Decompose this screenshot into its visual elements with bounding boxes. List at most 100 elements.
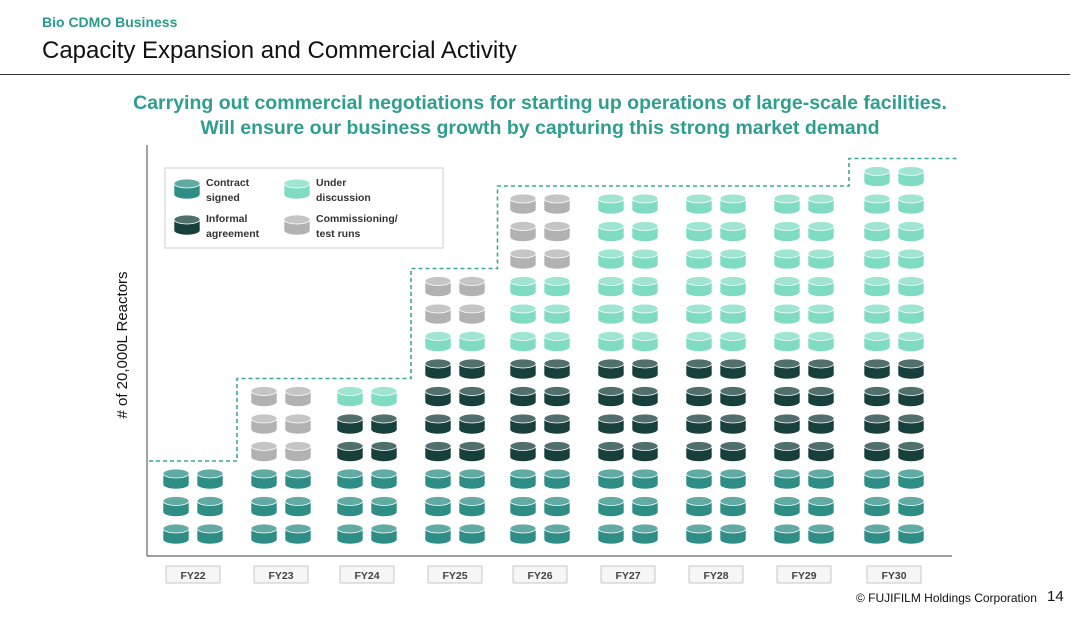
reactor-under-discussion: [807, 193, 835, 215]
svg-text:FY29: FY29: [791, 570, 816, 582]
reactor-informal-agreement: [685, 358, 713, 380]
reactor-under-discussion: [719, 276, 747, 297]
reactor-under-discussion: [773, 331, 801, 352]
reactor-contract-signed: [543, 468, 571, 490]
reactor-under-discussion: [897, 248, 925, 270]
reactor-under-discussion: [807, 331, 835, 352]
svg-text:discussion: discussion: [316, 192, 371, 204]
reactor-under-discussion: [631, 193, 659, 215]
reactor-under-discussion: [897, 303, 925, 325]
svg-text:test runs: test runs: [316, 228, 361, 240]
reactor-under-discussion: [719, 248, 747, 270]
svg-text:Informal: Informal: [206, 213, 248, 225]
reactor-informal-agreement: [597, 413, 625, 435]
reactor-informal-agreement: [863, 358, 891, 380]
reactor-contract-signed: [543, 496, 571, 517]
stack-FY28: [685, 193, 747, 545]
reactor-under-discussion: [685, 331, 713, 352]
reactor-under-discussion: [897, 276, 925, 297]
reactor-under-discussion: [509, 276, 537, 297]
reactor-contract-signed: [284, 468, 312, 490]
svg-text:Contract: Contract: [206, 177, 250, 189]
reactor-informal-agreement: [685, 413, 713, 435]
reactor-informal-agreement: [543, 358, 571, 380]
x-tick-label: FY22: [165, 565, 221, 584]
reactor-informal-agreement: [543, 413, 571, 435]
reactor-contract-signed: [897, 468, 925, 490]
reactor-informal-agreement: [807, 413, 835, 435]
reactor-informal-agreement: [807, 441, 835, 462]
x-tick-label: FY28: [688, 565, 744, 584]
reactor-informal-agreement: [807, 386, 835, 407]
reactor-under-discussion: [631, 221, 659, 242]
x-tick-label: FY26: [512, 565, 568, 584]
reactor-contract-signed: [773, 468, 801, 490]
reactor-under-discussion: [685, 248, 713, 270]
reactor-contract-signed: [897, 523, 925, 545]
reactor-under-discussion: [897, 193, 925, 215]
reactor-contract-signed: [863, 523, 891, 545]
legend-swatch-icon: [173, 178, 201, 200]
reactor-contract-signed: [424, 468, 452, 490]
reactor-under-discussion: [897, 166, 925, 187]
reactor-under-discussion: [807, 221, 835, 242]
reactor-under-discussion: [685, 193, 713, 215]
reactor-commissioning-test-runs: [509, 193, 537, 215]
reactor-under-discussion: [597, 193, 625, 215]
reactor-contract-signed: [336, 523, 364, 545]
reactor-under-discussion: [543, 331, 571, 352]
reactor-contract-signed: [162, 523, 190, 545]
x-axis-labels: FY22 FY23 FY24 FY25 FY26 FY27 FY28 FY29 FY30: [165, 565, 922, 584]
reactor-contract-signed: [196, 496, 224, 517]
reactor-under-discussion: [631, 276, 659, 297]
page-title: Capacity Expansion and Commercial Activi…: [42, 37, 517, 64]
reactor-informal-agreement: [719, 358, 747, 380]
svg-text:FY27: FY27: [615, 570, 640, 582]
reactor-under-discussion: [685, 276, 713, 297]
reactor-under-discussion: [897, 221, 925, 242]
reactor-informal-agreement: [509, 358, 537, 380]
reactor-contract-signed: [509, 468, 537, 490]
headline-line-1: Carrying out commercial negotiations for…: [133, 92, 947, 114]
reactor-under-discussion: [458, 331, 486, 352]
reactor-informal-agreement: [863, 413, 891, 435]
reactor-under-discussion: [863, 331, 891, 352]
reactor-contract-signed: [250, 496, 278, 517]
headline-line-2: Will ensure our business growth by captu…: [200, 117, 880, 139]
reactor-contract-signed: [597, 496, 625, 517]
reactor-informal-agreement: [370, 441, 398, 462]
svg-text:FY23: FY23: [268, 570, 293, 582]
reactor-under-discussion: [863, 276, 891, 297]
reactor-contract-signed: [807, 496, 835, 517]
reactor-contract-signed: [631, 468, 659, 490]
reactor-under-discussion: [863, 221, 891, 242]
stack-FY23: [250, 386, 312, 545]
stack-FY26: [509, 193, 571, 545]
svg-text:signed: signed: [206, 192, 240, 204]
reactor-contract-signed: [773, 496, 801, 517]
reactor-contract-signed: [509, 523, 537, 545]
reactor-contract-signed: [458, 468, 486, 490]
reactor-commissioning-test-runs: [543, 248, 571, 270]
reactor-informal-agreement: [719, 386, 747, 407]
svg-text:FY22: FY22: [180, 570, 205, 582]
chart-axes: [146, 145, 952, 557]
reactor-under-discussion: [543, 303, 571, 325]
x-tick-label: FY23: [253, 565, 309, 584]
reactor-contract-signed: [807, 468, 835, 490]
reactor-informal-agreement: [424, 441, 452, 462]
reactor-under-discussion: [631, 303, 659, 325]
reactor-informal-agreement: [863, 441, 891, 462]
reactor-contract-signed: [424, 523, 452, 545]
reactor-under-discussion: [719, 331, 747, 352]
reactor-commissioning-test-runs: [424, 276, 452, 297]
reactor-contract-signed: [162, 496, 190, 517]
reactor-informal-agreement: [897, 441, 925, 462]
svg-text:FY25: FY25: [442, 570, 467, 582]
reactor-informal-agreement: [807, 358, 835, 380]
reactor-commissioning-test-runs: [458, 276, 486, 297]
reactor-informal-agreement: [631, 386, 659, 407]
reactor-contract-signed: [863, 496, 891, 517]
reactor-contract-signed: [336, 468, 364, 490]
